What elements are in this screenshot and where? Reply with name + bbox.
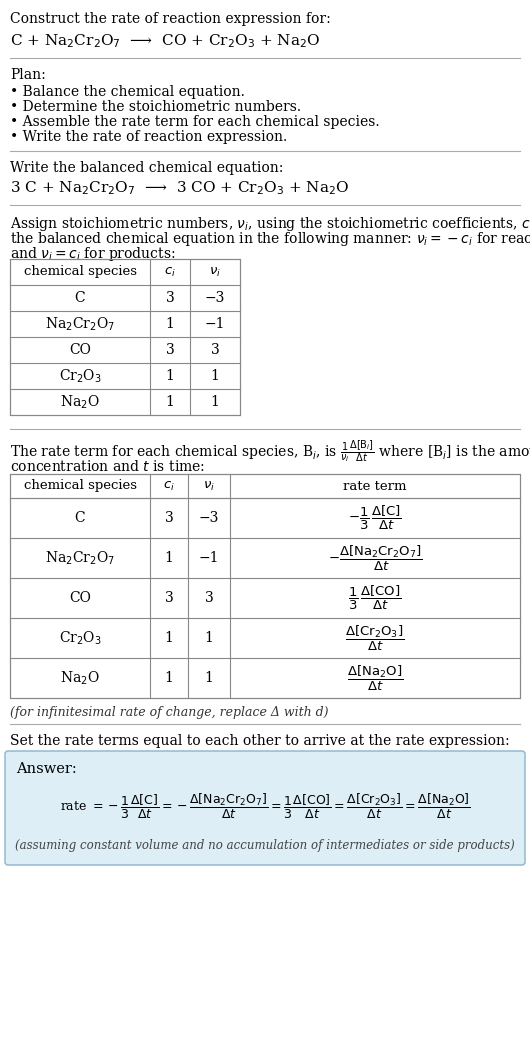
Text: C: C xyxy=(75,511,85,525)
Text: CO: CO xyxy=(69,591,91,605)
Text: C + Na$_2$Cr$_2$O$_7$  ⟶  CO + Cr$_2$O$_3$ + Na$_2$O: C + Na$_2$Cr$_2$O$_7$ ⟶ CO + Cr$_2$O$_3$… xyxy=(10,32,321,50)
Text: −1: −1 xyxy=(199,551,219,565)
Text: the balanced chemical equation in the following manner: $\nu_i = -c_i$ for react: the balanced chemical equation in the fo… xyxy=(10,230,530,248)
Text: CO: CO xyxy=(69,343,91,357)
Text: Set the rate terms equal to each other to arrive at the rate expression:: Set the rate terms equal to each other t… xyxy=(10,734,510,748)
Text: 1: 1 xyxy=(164,671,173,685)
Text: 1: 1 xyxy=(165,369,174,383)
Text: $\nu_i$: $\nu_i$ xyxy=(209,266,221,278)
Text: • Balance the chemical equation.: • Balance the chemical equation. xyxy=(10,85,245,99)
Text: −3: −3 xyxy=(199,511,219,525)
Text: and $\nu_i = c_i$ for products:: and $\nu_i = c_i$ for products: xyxy=(10,245,175,263)
Text: (for infinitesimal rate of change, replace Δ with d): (for infinitesimal rate of change, repla… xyxy=(10,706,329,719)
Text: Na$_2$O: Na$_2$O xyxy=(60,393,100,411)
Text: −1: −1 xyxy=(205,317,225,331)
Text: Na$_2$Cr$_2$O$_7$: Na$_2$Cr$_2$O$_7$ xyxy=(45,316,115,332)
Text: 1: 1 xyxy=(164,551,173,565)
Text: 1: 1 xyxy=(210,369,219,383)
Text: Write the balanced chemical equation:: Write the balanced chemical equation: xyxy=(10,162,284,175)
Text: 3: 3 xyxy=(165,291,174,305)
Text: 1: 1 xyxy=(210,395,219,410)
Text: rate $= -\dfrac{1}{3}\dfrac{\Delta[\mathrm{C}]}{\Delta t} = -\dfrac{\Delta[\math: rate $= -\dfrac{1}{3}\dfrac{\Delta[\math… xyxy=(59,792,471,820)
Text: 3: 3 xyxy=(165,591,173,605)
Text: 3: 3 xyxy=(165,511,173,525)
Text: Plan:: Plan: xyxy=(10,68,46,82)
Bar xyxy=(10,474,520,698)
Text: chemical species: chemical species xyxy=(23,266,137,278)
Text: • Determine the stoichiometric numbers.: • Determine the stoichiometric numbers. xyxy=(10,100,301,114)
Text: chemical species: chemical species xyxy=(23,479,137,493)
Text: Cr$_2$O$_3$: Cr$_2$O$_3$ xyxy=(59,629,101,647)
Text: C: C xyxy=(75,291,85,305)
Text: $\dfrac{\Delta[\mathrm{Na_2O}]}{\Delta t}$: $\dfrac{\Delta[\mathrm{Na_2O}]}{\Delta t… xyxy=(347,664,403,693)
Text: Cr$_2$O$_3$: Cr$_2$O$_3$ xyxy=(59,367,101,384)
Text: 3: 3 xyxy=(210,343,219,357)
Text: Na$_2$Cr$_2$O$_7$: Na$_2$Cr$_2$O$_7$ xyxy=(45,549,115,567)
Text: $\dfrac{\Delta[\mathrm{Cr_2O_3}]}{\Delta t}$: $\dfrac{\Delta[\mathrm{Cr_2O_3}]}{\Delta… xyxy=(346,623,404,652)
Text: 1: 1 xyxy=(205,631,214,645)
Text: • Write the rate of reaction expression.: • Write the rate of reaction expression. xyxy=(10,130,287,144)
Text: $c_i$: $c_i$ xyxy=(163,479,175,493)
Text: $c_i$: $c_i$ xyxy=(164,266,176,278)
Text: $-\dfrac{\Delta[\mathrm{Na_2Cr_2O_7}]}{\Delta t}$: $-\dfrac{\Delta[\mathrm{Na_2Cr_2O_7}]}{\… xyxy=(328,543,422,573)
Text: 3: 3 xyxy=(205,591,214,605)
Text: 1: 1 xyxy=(205,671,214,685)
Text: 1: 1 xyxy=(165,317,174,331)
Text: −3: −3 xyxy=(205,291,225,305)
Text: 1: 1 xyxy=(165,395,174,410)
Text: (assuming constant volume and no accumulation of intermediates or side products): (assuming constant volume and no accumul… xyxy=(15,840,515,852)
Text: Na$_2$O: Na$_2$O xyxy=(60,669,100,687)
Text: The rate term for each chemical species, B$_i$, is $\frac{1}{\nu_i}\frac{\Delta[: The rate term for each chemical species,… xyxy=(10,439,530,465)
Text: Assign stoichiometric numbers, $\nu_i$, using the stoichiometric coefficients, $: Assign stoichiometric numbers, $\nu_i$, … xyxy=(10,215,530,233)
Text: • Assemble the rate term for each chemical species.: • Assemble the rate term for each chemic… xyxy=(10,115,379,129)
Text: concentration and $t$ is time:: concentration and $t$ is time: xyxy=(10,458,205,474)
Bar xyxy=(10,259,240,415)
Text: 1: 1 xyxy=(164,631,173,645)
Text: Answer:: Answer: xyxy=(16,762,77,776)
Text: 3 C + Na$_2$Cr$_2$O$_7$  ⟶  3 CO + Cr$_2$O$_3$ + Na$_2$O: 3 C + Na$_2$Cr$_2$O$_7$ ⟶ 3 CO + Cr$_2$O… xyxy=(10,179,350,197)
Text: $\nu_i$: $\nu_i$ xyxy=(203,479,215,493)
Text: $-\dfrac{1}{3}\,\dfrac{\Delta[\mathrm{C}]}{\Delta t}$: $-\dfrac{1}{3}\,\dfrac{\Delta[\mathrm{C}… xyxy=(348,504,402,532)
Text: $\dfrac{1}{3}\,\dfrac{\Delta[\mathrm{CO}]}{\Delta t}$: $\dfrac{1}{3}\,\dfrac{\Delta[\mathrm{CO}… xyxy=(348,584,402,612)
Text: Construct the rate of reaction expression for:: Construct the rate of reaction expressio… xyxy=(10,13,331,26)
FancyBboxPatch shape xyxy=(5,751,525,865)
Text: 3: 3 xyxy=(165,343,174,357)
Text: rate term: rate term xyxy=(343,479,407,493)
